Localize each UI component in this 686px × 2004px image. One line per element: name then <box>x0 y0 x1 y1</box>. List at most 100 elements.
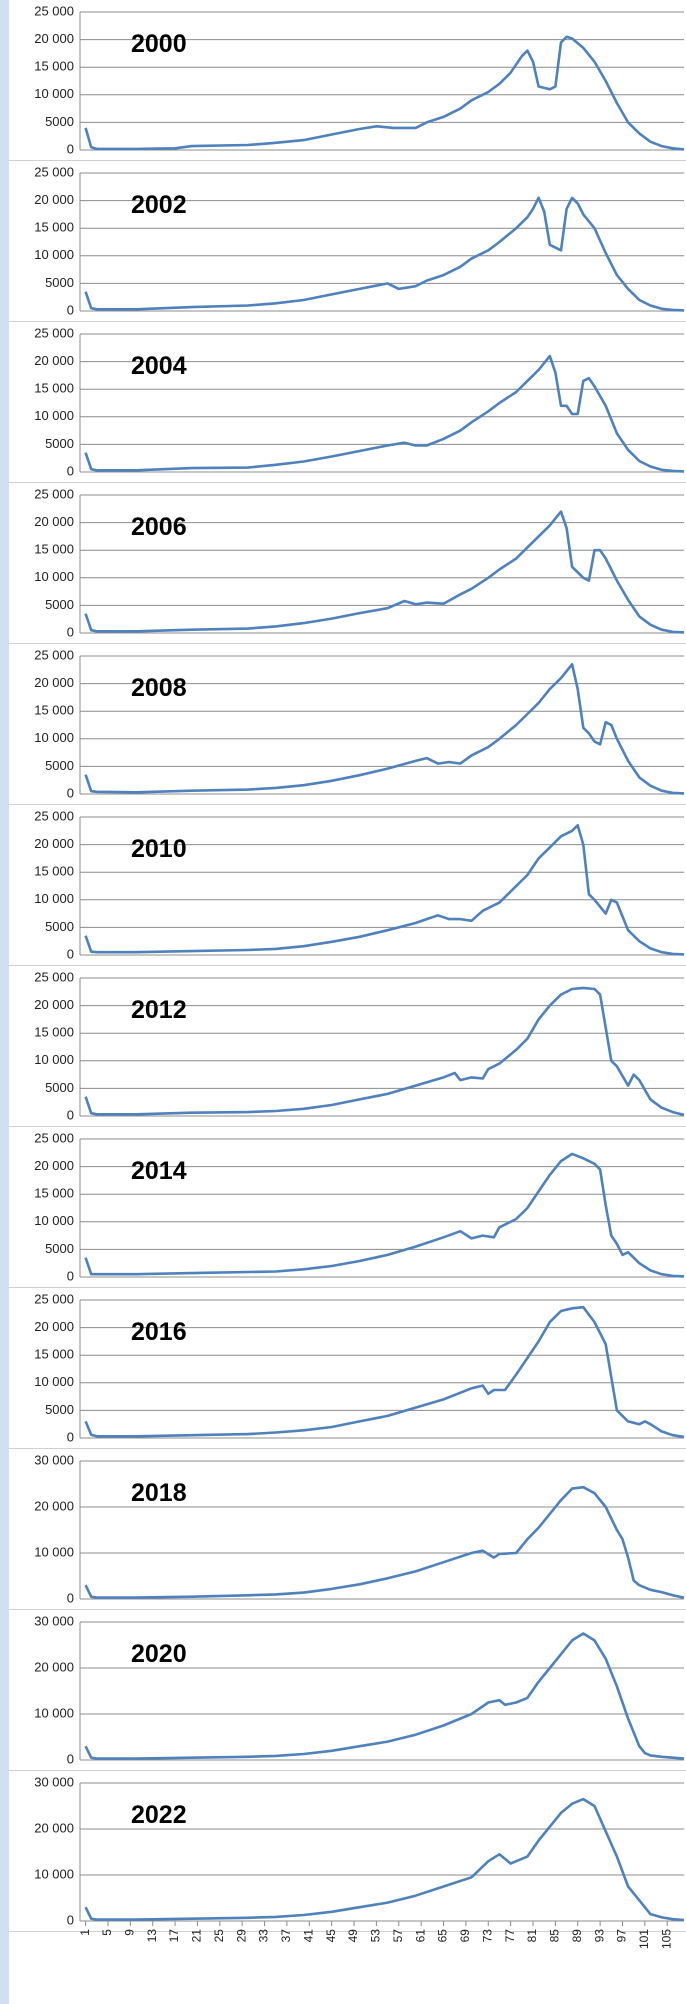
panel-year: 2020 <box>131 1640 187 1668</box>
data-line <box>84 510 685 634</box>
x-tick-label: 17 <box>167 1929 181 1943</box>
y-tick-label: 15 000 <box>34 381 74 396</box>
y-tick-label: 5000 <box>45 1080 74 1095</box>
y-tick-label: 20 000 <box>34 1659 74 1674</box>
y-tick-label: 20 000 <box>34 1158 74 1173</box>
y-tick-label: 10 000 <box>34 247 74 262</box>
x-tick-label: 41 <box>301 1929 315 1943</box>
y-tick-label: 20 000 <box>34 31 74 46</box>
x-tick-label: 29 <box>234 1929 248 1943</box>
y-tick-label: 20 000 <box>34 997 74 1012</box>
data-line <box>84 1485 685 1599</box>
y-tick-label: 20 000 <box>34 1820 74 1835</box>
x-tick-label: 105 <box>659 1929 673 1949</box>
panel-year: 2002 <box>131 191 187 219</box>
y-tick-label: 0 <box>67 1912 74 1927</box>
x-tick-label: 1 <box>78 1929 92 1936</box>
y-tick-label: 5000 <box>45 1402 74 1417</box>
x-tick-label: 85 <box>548 1929 562 1943</box>
data-line <box>84 1632 685 1760</box>
panel-year: 2018 <box>131 1479 187 1507</box>
y-tick-label: 10 000 <box>34 1866 74 1881</box>
panel: 0 5000 10 000 15 000 20 000 25 000 2006 <box>9 486 686 644</box>
x-tick-label: 37 <box>279 1929 293 1943</box>
panel: 0 5000 10 000 15 000 20 000 25 000 2002 <box>9 164 686 322</box>
x-tick-label: 73 <box>480 1929 494 1943</box>
y-tick-label: 0 <box>67 141 74 156</box>
data-line <box>84 1797 685 1922</box>
y-tick-label: 15 000 <box>34 220 74 235</box>
data-line <box>84 663 685 795</box>
y-tick-label: 15 000 <box>34 542 74 557</box>
panel-year: 2008 <box>131 674 187 702</box>
panel: 0 5000 10 000 15 000 20 000 25 000 2014 <box>9 1130 686 1288</box>
y-tick-label: 0 <box>67 302 74 317</box>
y-tick-label: 25 000 <box>34 647 74 662</box>
y-tick-label: 10 000 <box>34 1705 74 1720</box>
y-tick-label: 10 000 <box>34 1374 74 1389</box>
y-tick-label: 0 <box>67 1429 74 1444</box>
data-line <box>84 196 685 312</box>
panel: 0 5000 10 000 15 000 20 000 25 000 2010 <box>9 808 686 966</box>
panel-year: 2016 <box>131 1318 187 1346</box>
y-tick-label: 30 000 <box>34 1452 74 1467</box>
y-tick-label: 10 000 <box>34 408 74 423</box>
panel: 0 5000 10 000 15 000 20 000 25 000 2008 <box>9 647 686 805</box>
y-tick-label: 10 000 <box>34 86 74 101</box>
y-tick-label: 25 000 <box>34 969 74 984</box>
y-tick-label: 25 000 <box>34 1291 74 1306</box>
y-tick-label: 15 000 <box>34 864 74 879</box>
x-tick-label: 45 <box>324 1929 338 1943</box>
x-tick-label: 21 <box>190 1929 204 1943</box>
y-tick-label: 0 <box>67 463 74 478</box>
x-tick-label: 25 <box>212 1929 226 1943</box>
y-tick-label: 20 000 <box>34 353 74 368</box>
y-tick-label: 0 <box>67 1268 74 1283</box>
data-line <box>84 1305 685 1439</box>
panel: 0 5000 10 000 15 000 20 000 25 000 2012 <box>9 969 686 1127</box>
panel-year: 2004 <box>131 352 187 380</box>
panel-year: 2014 <box>131 1157 187 1185</box>
y-tick-label: 5000 <box>45 114 74 129</box>
y-tick-label: 10 000 <box>34 569 74 584</box>
x-tick-label: 89 <box>570 1929 584 1943</box>
panel-year: 2006 <box>131 513 187 541</box>
data-line <box>84 986 685 1117</box>
y-tick-label: 25 000 <box>34 325 74 340</box>
y-tick-label: 15 000 <box>34 1186 74 1201</box>
y-tick-label: 25 000 <box>34 3 74 18</box>
x-tick-label: 5 <box>100 1929 114 1936</box>
y-tick-label: 0 <box>67 624 74 639</box>
panel: 0 10 000 20 000 30 000 2020 <box>9 1613 686 1771</box>
x-tick-label: 61 <box>413 1929 427 1943</box>
y-tick-label: 15 000 <box>34 1025 74 1040</box>
y-tick-label: 25 000 <box>34 1130 74 1145</box>
y-tick-label: 10 000 <box>34 891 74 906</box>
y-tick-label: 25 000 <box>34 164 74 179</box>
y-tick-label: 15 000 <box>34 59 74 74</box>
y-tick-label: 15 000 <box>34 1347 74 1362</box>
data-line <box>84 1152 685 1278</box>
panel: 0 5000 10 000 15 000 20 000 25 000 2004 <box>9 325 686 483</box>
panel-year: 2010 <box>131 835 187 863</box>
panel-year: 2012 <box>131 996 187 1024</box>
x-tick-label: 93 <box>592 1929 606 1943</box>
y-tick-label: 0 <box>67 785 74 800</box>
x-tick-label: 101 <box>637 1929 651 1949</box>
x-tick-label: 9 <box>123 1929 137 1936</box>
x-tick-label: 81 <box>525 1929 539 1943</box>
y-tick-label: 20 000 <box>34 675 74 690</box>
y-tick-label: 0 <box>67 1107 74 1122</box>
y-tick-label: 20 000 <box>34 192 74 207</box>
panel-year: 2000 <box>131 30 187 58</box>
y-tick-label: 15 000 <box>34 703 74 718</box>
x-tick-label: 49 <box>346 1929 360 1943</box>
y-tick-label: 25 000 <box>34 486 74 501</box>
y-tick-label: 20 000 <box>34 1498 74 1513</box>
y-tick-label: 30 000 <box>34 1613 74 1628</box>
data-line <box>84 824 685 956</box>
y-tick-label: 5000 <box>45 758 74 773</box>
x-tick-label: 77 <box>503 1929 517 1943</box>
